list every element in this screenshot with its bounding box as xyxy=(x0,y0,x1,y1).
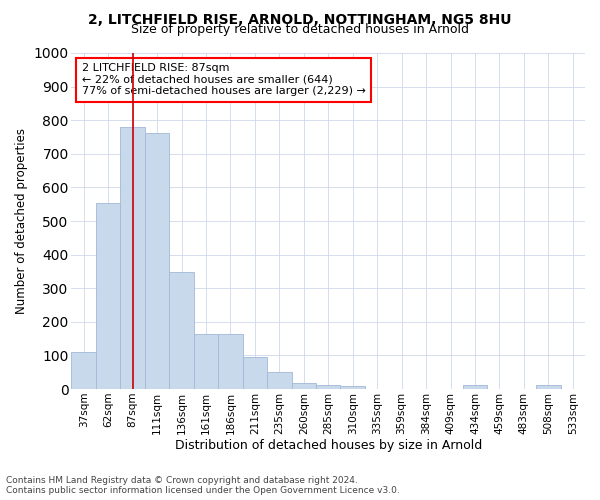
Bar xyxy=(536,384,560,389)
Text: Contains HM Land Registry data © Crown copyright and database right 2024.
Contai: Contains HM Land Registry data © Crown c… xyxy=(6,476,400,495)
Bar xyxy=(340,386,365,389)
Bar xyxy=(121,127,145,389)
Bar xyxy=(292,383,316,389)
X-axis label: Distribution of detached houses by size in Arnold: Distribution of detached houses by size … xyxy=(175,440,482,452)
Bar xyxy=(96,203,121,389)
Bar xyxy=(194,334,218,389)
Y-axis label: Number of detached properties: Number of detached properties xyxy=(15,128,28,314)
Text: Size of property relative to detached houses in Arnold: Size of property relative to detached ho… xyxy=(131,22,469,36)
Bar xyxy=(242,357,267,389)
Bar xyxy=(145,133,169,389)
Bar xyxy=(169,272,194,389)
Bar xyxy=(463,384,487,389)
Bar xyxy=(218,334,242,389)
Bar xyxy=(316,384,340,389)
Bar xyxy=(267,372,292,389)
Bar xyxy=(71,352,96,389)
Text: 2, LITCHFIELD RISE, ARNOLD, NOTTINGHAM, NG5 8HU: 2, LITCHFIELD RISE, ARNOLD, NOTTINGHAM, … xyxy=(88,12,512,26)
Text: 2 LITCHFIELD RISE: 87sqm
← 22% of detached houses are smaller (644)
77% of semi-: 2 LITCHFIELD RISE: 87sqm ← 22% of detach… xyxy=(82,63,365,96)
